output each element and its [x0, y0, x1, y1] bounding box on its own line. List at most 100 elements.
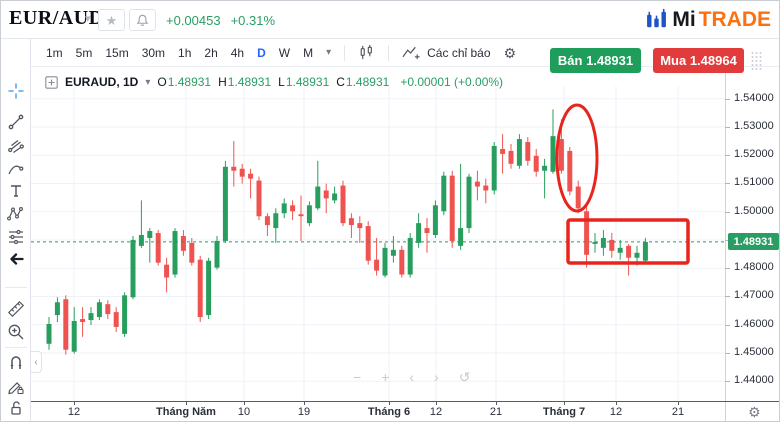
- measure-tool-button[interactable]: [7, 300, 25, 318]
- crosshair-tool-button[interactable]: [7, 82, 25, 100]
- legend-low: L 1.48931: [278, 75, 330, 89]
- time-tick-label: Tháng Năm: [156, 406, 216, 418]
- watchlist-star-button[interactable]: ★: [98, 9, 125, 31]
- timeframe-15m[interactable]: 15m: [105, 45, 129, 60]
- time-tick-mark: [678, 401, 679, 405]
- zoom-in-tool-button[interactable]: [7, 323, 25, 341]
- mitrade-logo-icon: [647, 8, 667, 28]
- price-tick-mark: [725, 155, 730, 157]
- time-tick-label: 12: [609, 406, 623, 418]
- chart-canvas[interactable]: [31, 86, 725, 401]
- ohlc-legend: EURAUD, 1D ▾ O 1.48931 H 1.48931 L 1.48931 …: [45, 75, 503, 89]
- fib-lines-icon: [8, 140, 24, 153]
- forecast-icon: [9, 229, 23, 245]
- price-axis-border: [725, 67, 726, 421]
- drawing-mode-lock-button[interactable]: [7, 378, 25, 396]
- symbol-title: EUR/AUD: [9, 7, 104, 29]
- price-tick-mark: [725, 211, 730, 213]
- trend-line-tool-button[interactable]: [7, 113, 25, 131]
- mitrade-logo: Mi TRADE: [644, 7, 771, 32]
- legend-symbol[interactable]: EURAUD, 1D: [65, 75, 139, 89]
- panel-collapse-button[interactable]: ‹: [31, 351, 42, 373]
- toolbar-separator: [5, 347, 27, 348]
- trade-panel-drag-handle[interactable]: [750, 50, 763, 72]
- chart-settings-gear-icon[interactable]: ⚙: [503, 44, 517, 61]
- time-tick-mark: [186, 401, 187, 405]
- drawing-toolbar: [1, 39, 31, 421]
- timeframe-2h[interactable]: 2h: [204, 45, 218, 60]
- time-tick-label: Tháng 6: [367, 406, 411, 418]
- arrow-marker-tool-button[interactable]: [7, 250, 25, 268]
- timeframe-1mo[interactable]: M: [303, 45, 314, 60]
- price-tick-label: 1.48000: [734, 261, 774, 274]
- timeframe-1w[interactable]: W: [278, 45, 291, 60]
- price-tick-mark: [725, 239, 730, 241]
- ruler-icon: [7, 300, 25, 318]
- timeframe-1d[interactable]: D: [257, 45, 266, 60]
- price-tick-label: 1.47000: [734, 289, 774, 302]
- buy-button[interactable]: Mua 1.48964: [653, 48, 744, 73]
- timeframe-5m[interactable]: 5m: [75, 45, 93, 60]
- time-axis-border: [31, 401, 779, 402]
- price-tick-mark: [725, 126, 730, 128]
- time-tick-mark: [74, 401, 75, 405]
- chart-type-button[interactable]: [358, 44, 375, 61]
- price-tick-mark: [725, 324, 730, 326]
- text-tool-button[interactable]: [7, 182, 25, 200]
- trend-line-icon: [8, 114, 24, 130]
- forecast-tool-button[interactable]: [7, 228, 25, 246]
- timeframe-1h[interactable]: 1h: [178, 45, 192, 60]
- price-tick-mark: [725, 183, 730, 185]
- change-absolute: +0.00453: [166, 13, 221, 28]
- time-tick-mark: [496, 401, 497, 405]
- pattern-tool-button[interactable]: [7, 205, 25, 223]
- legend-chevron-down-icon[interactable]: ▾: [145, 76, 151, 88]
- logo-text-mi: Mi: [672, 7, 696, 31]
- time-tick-label: Tháng 7: [542, 406, 586, 418]
- sell-button[interactable]: Bán 1.48931: [550, 48, 641, 73]
- timeframe-4h[interactable]: 4h: [230, 45, 245, 60]
- time-tick-mark: [436, 401, 437, 405]
- magnet-tool-button[interactable]: [7, 353, 25, 371]
- time-tick-label: 12: [67, 406, 81, 418]
- scroll-left-icon[interactable]: ‹: [409, 369, 415, 385]
- toolbar-separator: [5, 287, 27, 288]
- symbol-chevron-down-icon[interactable]: ▾: [85, 13, 91, 25]
- drag-dots-icon: [751, 52, 762, 70]
- chart-toolbar: 1m 5m 15m 30m 1h 2h 4h D W M ▾: [31, 39, 779, 67]
- time-tick-mark: [616, 401, 617, 405]
- legend-close: C 1.48931: [336, 75, 390, 89]
- pencil-lock-icon: [8, 382, 24, 395]
- time-tick-mark: [564, 401, 565, 405]
- change-percent: +0.31%: [230, 13, 276, 28]
- add-symbol-icon[interactable]: [45, 75, 58, 89]
- price-tick-label: 1.54000: [734, 91, 774, 104]
- brush-icon: [8, 165, 24, 175]
- time-tick-label: 10: [237, 406, 251, 418]
- last-price-label: 1.48931: [728, 233, 779, 251]
- price-tick-mark: [725, 296, 730, 298]
- text-icon: [11, 185, 21, 197]
- magnifier-plus-icon: [8, 324, 24, 340]
- header: EUR/AUD ▾ ★ +0.00453 +0.31% Mi TRADE: [1, 1, 779, 39]
- price-tick-label: 1.52000: [734, 148, 774, 161]
- zoom-in-icon[interactable]: +: [381, 369, 390, 385]
- lock-tool-button[interactable]: [7, 399, 25, 417]
- time-tick-label: 19: [297, 406, 311, 418]
- padlock-icon: [11, 401, 21, 415]
- indicators-button[interactable]: Các chỉ báo: [402, 45, 491, 61]
- time-tick-mark: [244, 401, 245, 405]
- legend-open: O 1.48931: [157, 75, 212, 89]
- axis-settings-gear-icon[interactable]: ⚙: [748, 404, 761, 420]
- zoom-out-icon[interactable]: −: [353, 369, 362, 385]
- time-tick-mark: [389, 401, 390, 405]
- toolbar-divider: [344, 44, 346, 61]
- brush-tool-button[interactable]: [7, 160, 25, 178]
- timeframes-chevron-down-icon[interactable]: ▾: [326, 47, 332, 58]
- alert-bell-button[interactable]: [129, 9, 156, 31]
- scroll-right-icon[interactable]: ›: [434, 369, 439, 385]
- reset-view-icon[interactable]: ↺: [458, 369, 471, 385]
- fib-tool-button[interactable]: [7, 137, 25, 155]
- timeframe-1m[interactable]: 1m: [46, 45, 63, 60]
- timeframe-30m[interactable]: 30m: [141, 45, 166, 60]
